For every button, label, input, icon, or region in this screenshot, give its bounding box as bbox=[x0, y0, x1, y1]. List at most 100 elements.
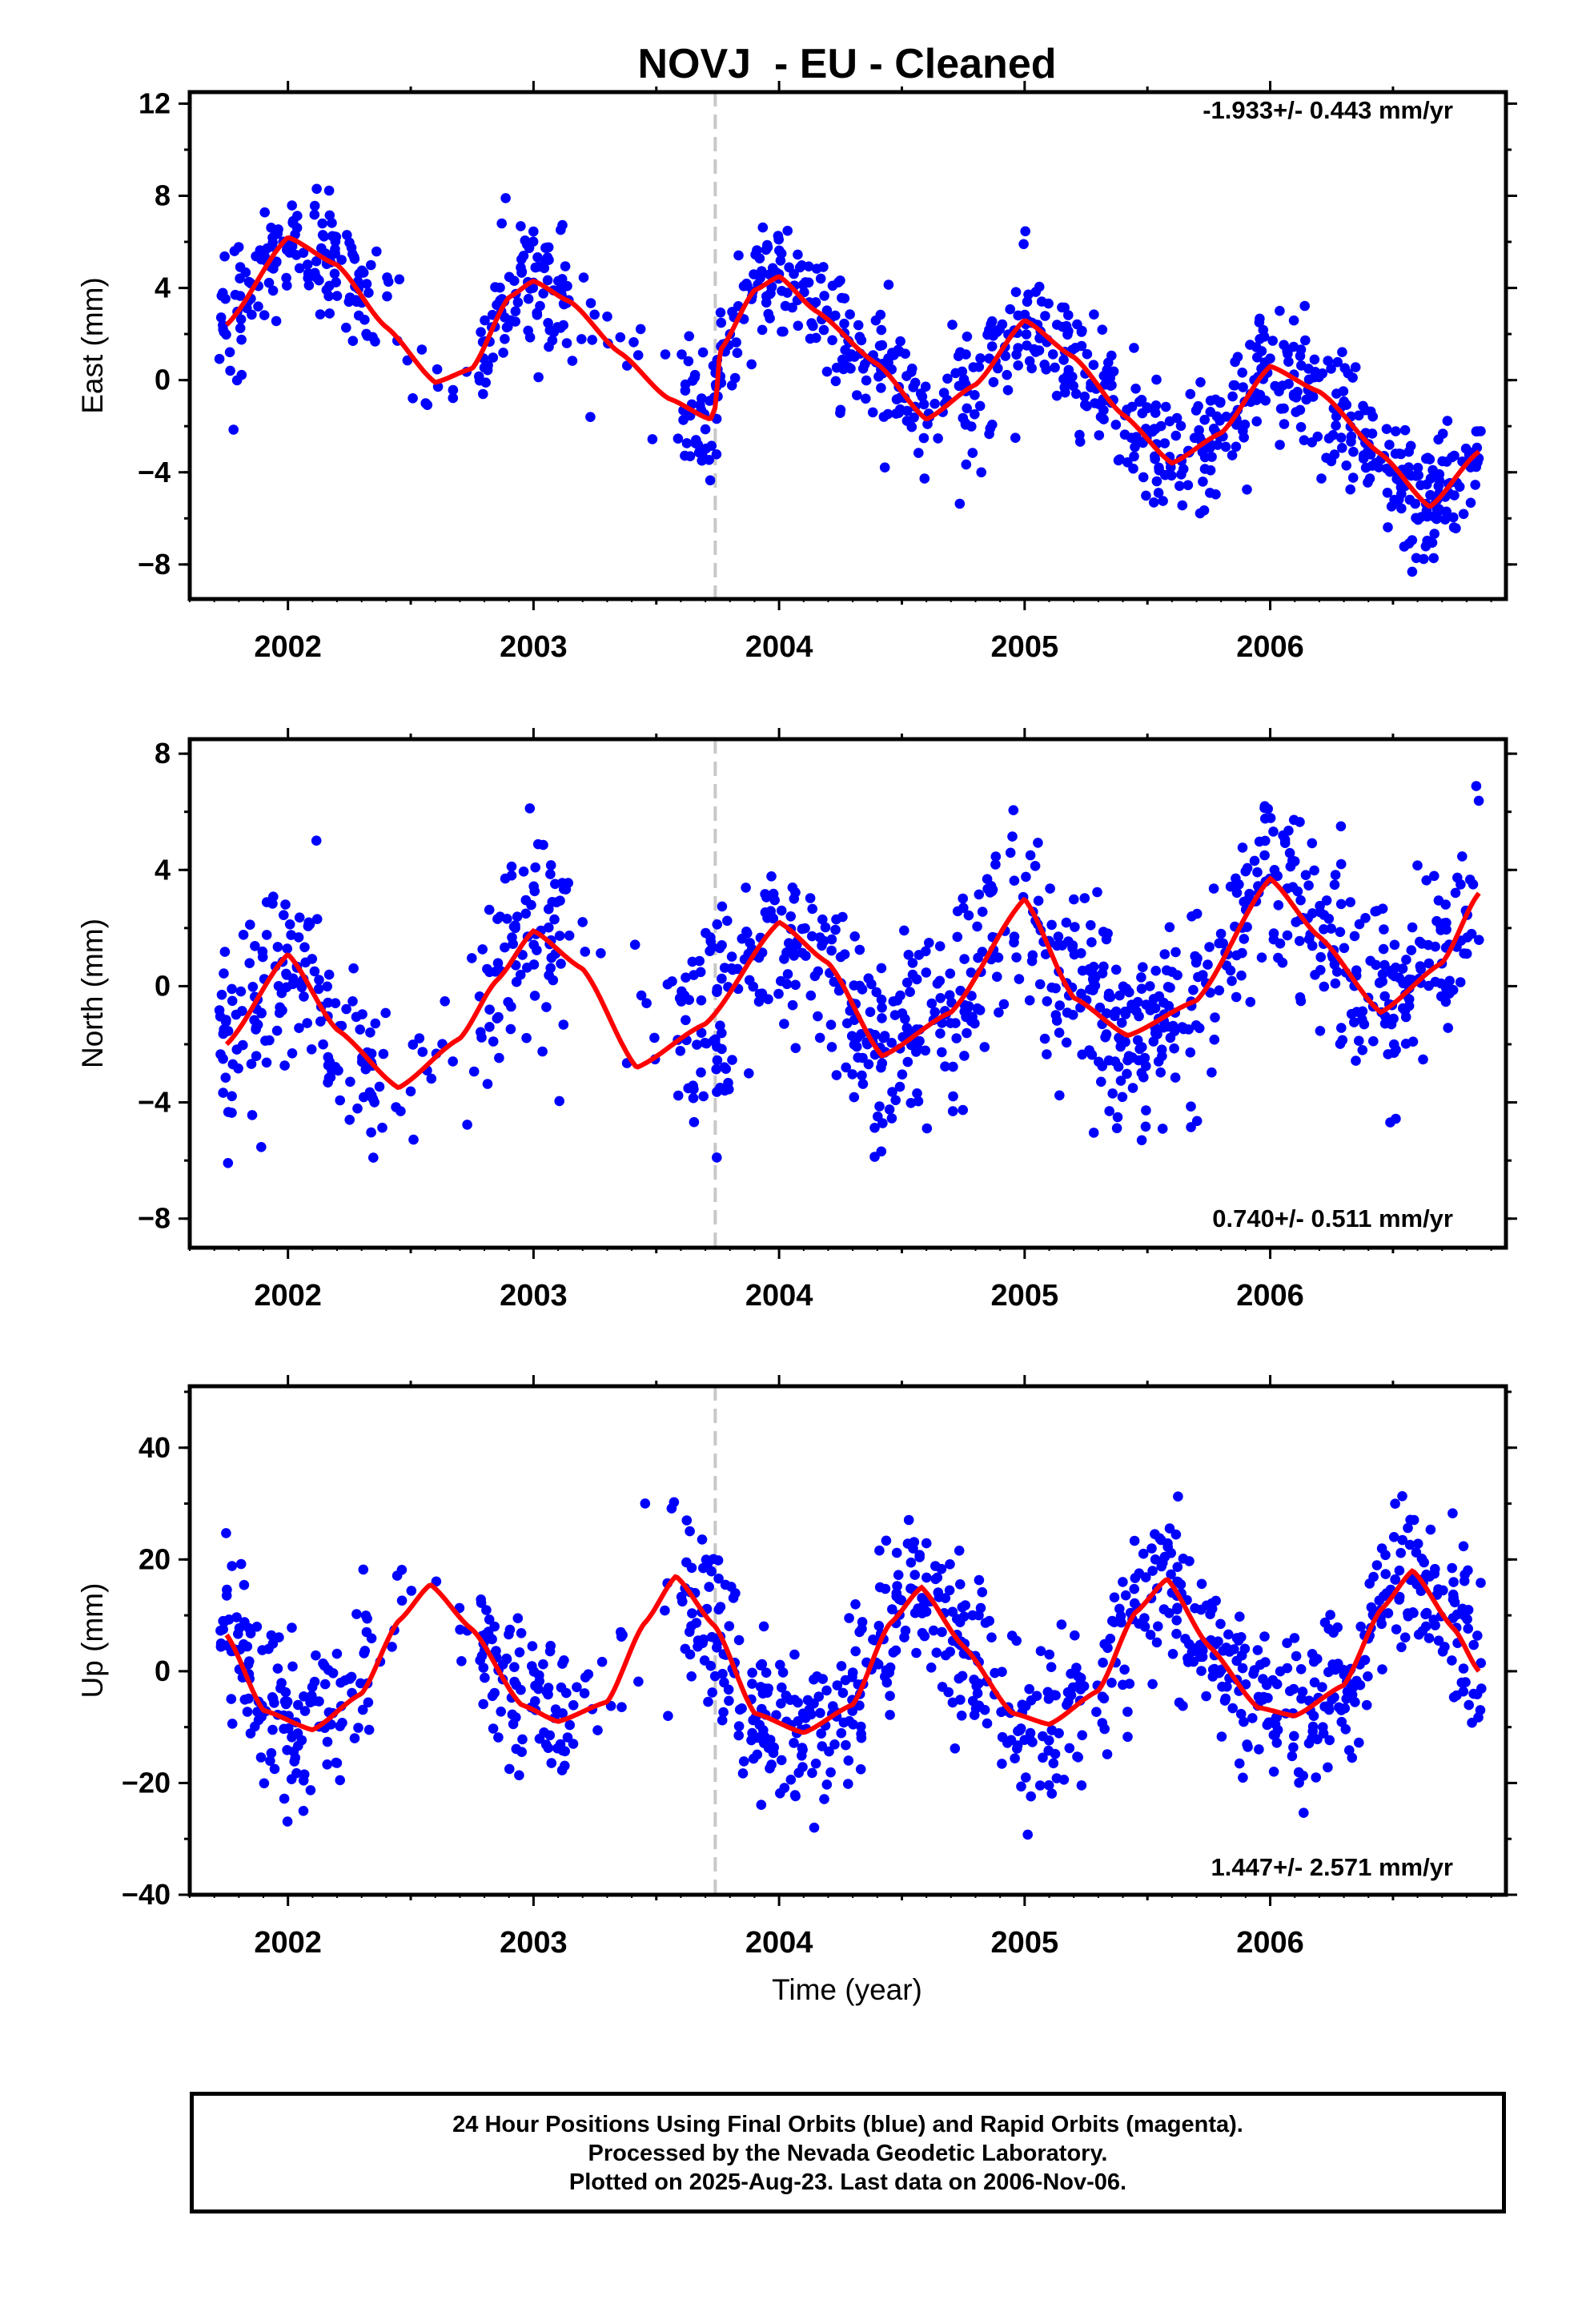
data-point bbox=[708, 360, 719, 372]
y-tick-label: −4 bbox=[138, 456, 171, 489]
data-point bbox=[492, 958, 504, 968]
data-point bbox=[839, 318, 849, 329]
data-point bbox=[1421, 1607, 1432, 1618]
data-point bbox=[758, 1725, 769, 1735]
data-point bbox=[220, 293, 231, 304]
data-point bbox=[1245, 996, 1256, 1007]
data-point bbox=[958, 893, 968, 904]
data-point bbox=[891, 1547, 902, 1558]
data-point bbox=[776, 248, 787, 259]
data-point bbox=[476, 1594, 486, 1605]
data-point bbox=[1315, 1026, 1326, 1036]
data-point bbox=[363, 287, 374, 298]
data-point bbox=[1109, 1008, 1120, 1019]
data-point bbox=[905, 1098, 917, 1108]
data-point bbox=[1242, 485, 1252, 495]
data-point bbox=[551, 897, 562, 907]
data-point bbox=[231, 1612, 242, 1622]
data-point bbox=[394, 274, 405, 285]
data-point bbox=[514, 1647, 525, 1658]
data-point bbox=[821, 1685, 832, 1696]
data-point bbox=[532, 838, 544, 850]
data-point bbox=[1294, 1777, 1304, 1788]
data-point bbox=[1388, 1013, 1399, 1024]
data-point bbox=[921, 1606, 932, 1617]
data-point bbox=[1406, 945, 1417, 955]
data-point bbox=[1094, 1056, 1104, 1068]
data-point bbox=[976, 467, 986, 478]
data-point bbox=[331, 277, 342, 287]
data-point bbox=[1349, 1017, 1359, 1027]
data-point bbox=[1299, 300, 1310, 312]
data-point bbox=[1011, 952, 1022, 963]
data-point bbox=[711, 1063, 721, 1075]
data-point bbox=[805, 893, 816, 903]
data-point bbox=[1019, 309, 1030, 320]
data-point bbox=[752, 245, 762, 255]
data-point bbox=[548, 327, 559, 338]
data-point bbox=[219, 968, 229, 979]
data-point bbox=[797, 279, 809, 291]
data-point bbox=[1447, 1562, 1457, 1574]
data-point bbox=[552, 1743, 563, 1754]
data-point bbox=[920, 1045, 931, 1056]
data-point bbox=[1120, 1036, 1130, 1047]
data-point bbox=[802, 1695, 813, 1706]
data-point bbox=[1377, 1664, 1387, 1675]
data-point bbox=[1097, 324, 1108, 336]
data-point bbox=[787, 883, 798, 893]
data-point bbox=[557, 283, 568, 293]
data-point bbox=[1337, 443, 1347, 453]
data-point bbox=[853, 320, 864, 331]
data-point bbox=[1425, 1524, 1436, 1535]
data-point bbox=[1164, 1523, 1175, 1534]
data-point bbox=[1293, 1767, 1304, 1778]
data-point bbox=[876, 383, 886, 393]
data-point bbox=[762, 242, 773, 253]
data-point bbox=[1444, 975, 1455, 987]
data-point bbox=[218, 1053, 228, 1064]
data-point bbox=[843, 1755, 854, 1766]
data-point bbox=[1166, 470, 1177, 481]
data-point bbox=[1279, 403, 1289, 414]
data-point bbox=[805, 990, 817, 1001]
data-point bbox=[1176, 469, 1186, 480]
data-point bbox=[534, 1676, 545, 1687]
data-point bbox=[1130, 441, 1140, 452]
data-point bbox=[907, 958, 918, 968]
footer-line-2: Processed by the Nevada Geodetic Laborat… bbox=[588, 2141, 1108, 2166]
data-point bbox=[396, 1106, 406, 1116]
data-point bbox=[299, 1691, 309, 1702]
data-point bbox=[266, 223, 276, 233]
data-point bbox=[1404, 974, 1415, 985]
data-point bbox=[974, 889, 985, 900]
data-point bbox=[1475, 1705, 1486, 1715]
data-point bbox=[1437, 1647, 1448, 1657]
data-point bbox=[921, 946, 931, 957]
data-point bbox=[359, 1092, 369, 1103]
data-point bbox=[495, 911, 505, 922]
data-point bbox=[685, 1626, 695, 1637]
data-point bbox=[966, 967, 977, 978]
data-point bbox=[1382, 488, 1393, 498]
data-point bbox=[1350, 362, 1361, 372]
data-point bbox=[970, 409, 980, 420]
data-point bbox=[1051, 1773, 1062, 1783]
data-point bbox=[257, 946, 268, 957]
data-point bbox=[911, 974, 922, 985]
data-point bbox=[851, 1041, 862, 1052]
data-point bbox=[986, 341, 998, 352]
data-point bbox=[349, 1733, 360, 1743]
data-point bbox=[1412, 1538, 1423, 1549]
data-point bbox=[329, 268, 340, 279]
data-point bbox=[259, 207, 271, 218]
data-point bbox=[1214, 938, 1224, 949]
data-point bbox=[1191, 908, 1203, 919]
data-point bbox=[302, 1018, 313, 1028]
data-point bbox=[685, 451, 696, 461]
data-point bbox=[762, 1687, 773, 1698]
data-point bbox=[251, 1023, 262, 1033]
data-point bbox=[706, 440, 717, 451]
data-point bbox=[1410, 498, 1420, 509]
data-point bbox=[948, 1061, 958, 1072]
